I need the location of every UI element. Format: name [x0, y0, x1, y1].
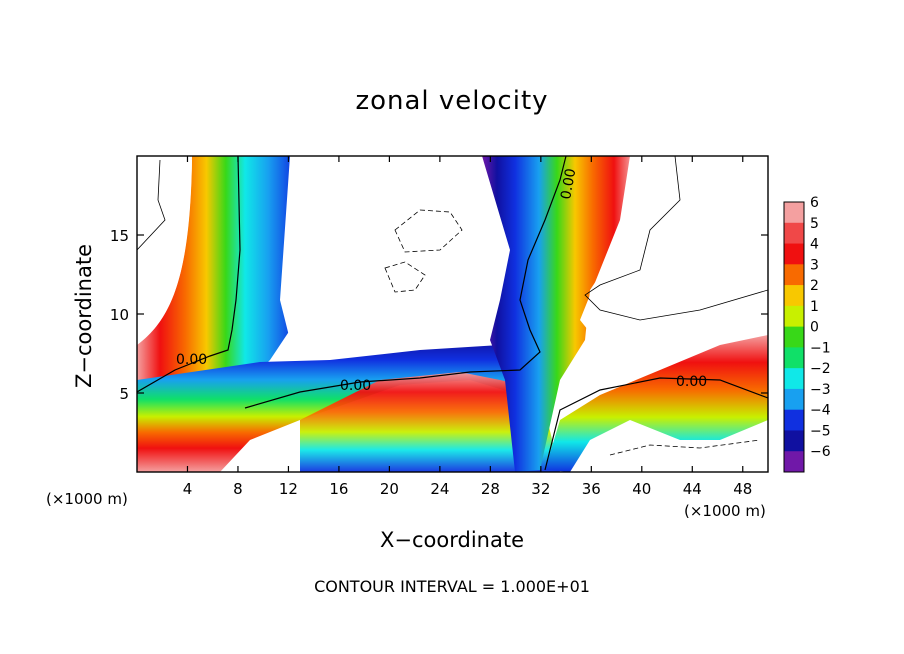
- dashed-contour-upper: [394, 209, 463, 253]
- zero-contour-middle: [244, 156, 567, 409]
- colorbar-swatch: [784, 451, 804, 473]
- colorbar-swatch: [784, 326, 804, 348]
- colorbar-swatch: [784, 285, 804, 307]
- colorbar-swatch: [784, 305, 804, 328]
- colorbar-frame: [783, 201, 805, 473]
- y-tick-label: 10: [110, 306, 129, 324]
- x-tick-label: 44: [683, 480, 702, 498]
- contour-lines: [137, 156, 768, 471]
- filled-contours: [137, 156, 768, 472]
- colorbar-label: −2: [810, 361, 831, 377]
- white-gap-upper: [280, 156, 505, 340]
- left-band: [137, 156, 330, 410]
- colorbar-label: 3: [810, 257, 819, 273]
- middle-band: [137, 340, 545, 472]
- dashed-contour-lower: [384, 261, 426, 293]
- zero-contour-right: [544, 377, 768, 471]
- white-gap-right: [580, 156, 768, 350]
- y-tick-label: 15: [110, 227, 129, 245]
- zero-contour-left: [137, 156, 241, 393]
- colorbar-swatch: [784, 388, 804, 411]
- central-band: [482, 156, 632, 472]
- x-tick-label: 20: [380, 480, 399, 498]
- x-tick-label: 4: [183, 480, 193, 498]
- lower-warm-area: [300, 372, 560, 472]
- colorbar-swatch: [784, 243, 804, 265]
- colorbar-swatch: [784, 368, 804, 390]
- x-tick-label: 36: [582, 480, 601, 498]
- colorbar-label: −6: [810, 444, 831, 460]
- x-tick-label: 12: [279, 480, 298, 498]
- y-axis-label: Z−coordinate: [72, 244, 96, 388]
- colorbar-swatch: [784, 430, 804, 452]
- colorbar-label: 2: [810, 278, 819, 294]
- contour-label-right: 0.00: [676, 374, 707, 390]
- colorbar-label: 1: [810, 299, 819, 315]
- thin-contour-left: [137, 159, 166, 251]
- colorbar-swatch: [784, 409, 804, 431]
- contour-labels: 0.00 0.00 0.00 0.00: [176, 167, 707, 394]
- chart-title: zonal velocity: [355, 86, 549, 116]
- colorbar-swatch: [784, 222, 804, 245]
- colorbar-label: 6: [810, 195, 819, 211]
- colorbar-swatch: [784, 347, 804, 369]
- contour-interval-note: CONTOUR INTERVAL = 1.000E+01: [314, 577, 590, 596]
- x-tick-label: 8: [233, 480, 243, 498]
- colorbar-label: 0: [810, 320, 819, 336]
- x-tick-label: 28: [481, 480, 500, 498]
- x-axis: 4 8 12 16 20 24 28 32 36 40 44 48: [183, 156, 752, 498]
- colorbar-label: −3: [810, 382, 831, 398]
- contour-label-vertical: 0.00: [558, 167, 579, 200]
- thin-contour-right: [584, 156, 768, 321]
- y-axis: 5 10 15: [110, 227, 768, 403]
- contour-label-left: 0.00: [176, 352, 207, 368]
- x-unit-label-left: (×1000 m): [46, 490, 128, 508]
- x-unit-label-right: (×1000 m): [684, 502, 766, 520]
- colorbar-label: −5: [810, 423, 831, 439]
- x-tick-label: 48: [733, 480, 752, 498]
- colorbar-label: 4: [810, 237, 819, 253]
- x-tick-label: 40: [632, 480, 651, 498]
- y-tick-label: 5: [119, 385, 129, 403]
- x-axis-label: X−coordinate: [380, 528, 524, 552]
- x-tick-label: 16: [329, 480, 348, 498]
- x-tick-label: 32: [531, 480, 550, 498]
- white-gap-lower-left: [137, 160, 192, 345]
- contour-label-middle: 0.00: [340, 378, 371, 394]
- colorbar-label: −1: [810, 340, 831, 356]
- colorbar-swatch: [784, 202, 804, 224]
- x-tick-label: 24: [430, 480, 449, 498]
- right-band: [545, 335, 768, 472]
- colorbar-label: 5: [810, 216, 819, 232]
- colorbar-swatch: [784, 264, 804, 286]
- colorbar: 6 5 4 3 2 1 0 −1 −2 −3 −4 −5 −6: [783, 195, 831, 473]
- dashed-contour-bottom: [609, 439, 761, 456]
- colorbar-label: −4: [810, 403, 831, 419]
